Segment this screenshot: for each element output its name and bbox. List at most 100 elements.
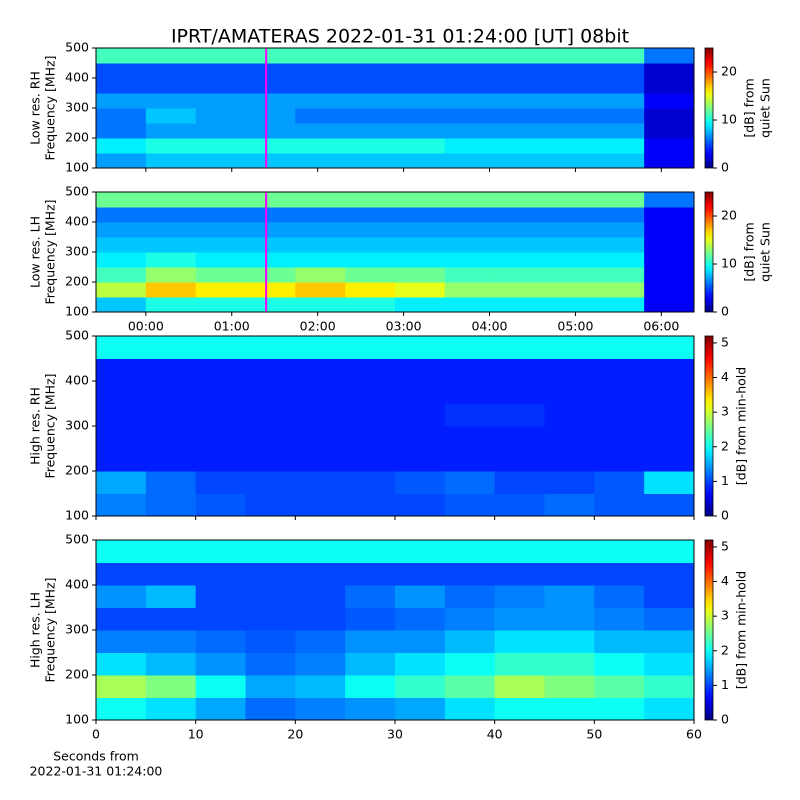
heat-cell: [594, 192, 645, 208]
heat-cell: [644, 403, 695, 427]
colorbar-tick-label: 0: [721, 712, 729, 727]
heat-cell: [195, 297, 246, 313]
heat-cell: [494, 607, 545, 631]
heat-cell: [195, 48, 246, 64]
heat-cell: [345, 78, 396, 94]
heat-cell: [195, 630, 246, 653]
heat-cell: [195, 471, 246, 494]
heat-cell: [145, 222, 197, 238]
heat-cell: [96, 585, 147, 608]
heat-cell: [96, 153, 147, 169]
heat-cell: [395, 153, 446, 169]
heat-cell: [594, 48, 645, 64]
heat-cell: [96, 652, 147, 676]
heat-cell: [96, 207, 147, 223]
x-tick-label: 10: [188, 727, 204, 742]
heat-cell: [594, 403, 645, 427]
heat-cell: [395, 607, 446, 631]
heat-cell: [644, 675, 695, 698]
heat-cell: [195, 540, 246, 563]
y-tick-label: 200: [65, 463, 89, 478]
heat-cell: [444, 426, 496, 449]
heat-cell: [594, 93, 645, 109]
heat-cell: [544, 153, 595, 169]
heat-cell: [145, 358, 197, 382]
heat-cell: [544, 138, 595, 154]
heat-cell: [345, 93, 396, 109]
heat-cell: [145, 192, 197, 208]
heat-cell: [295, 426, 346, 449]
heat-cell: [594, 207, 645, 223]
heat-cell: [494, 63, 545, 79]
heat-cell: [245, 192, 296, 208]
heat-cell: [494, 123, 545, 139]
heat-cell: [444, 403, 496, 427]
colorbar-tick-label: 5: [721, 334, 729, 349]
heat-cell: [544, 267, 595, 283]
heat-cell: [444, 153, 496, 169]
heat-cell: [195, 108, 246, 124]
heat-cell: [544, 471, 595, 494]
heat-cell: [494, 207, 545, 223]
heat-cell: [544, 607, 595, 631]
heat-cell: [295, 607, 346, 631]
heat-cell: [494, 282, 545, 298]
heat-cell: [345, 297, 396, 313]
heat-cell: [644, 471, 695, 494]
heat-cell: [345, 207, 396, 223]
heat-cell: [245, 652, 296, 676]
heat-cell: [494, 448, 545, 472]
heat-cell: [145, 48, 197, 64]
heat-cell: [444, 63, 496, 79]
heat-cell: [145, 252, 197, 268]
heat-cell: [594, 585, 645, 608]
y-axis-label: Low res. RH: [28, 71, 43, 145]
heat-cell: [544, 237, 595, 253]
heat-cell: [345, 153, 396, 169]
heat-cell: [145, 381, 197, 404]
heat-cell: [145, 78, 197, 94]
y-axis-label: Frequency [MHz]: [43, 199, 58, 304]
heat-cell: [444, 336, 496, 359]
heat-cell: [594, 108, 645, 124]
heat-cell: [395, 207, 446, 223]
heat-cell: [145, 237, 197, 253]
heat-cell: [96, 48, 147, 64]
heat-cell: [444, 607, 496, 631]
heat-cell: [494, 697, 545, 721]
heat-cell: [494, 675, 545, 698]
heat-cell: [594, 267, 645, 283]
heat-cell: [245, 63, 296, 79]
heat-cell: [96, 607, 147, 631]
heat-cell: [395, 336, 446, 359]
heat-cell: [96, 267, 147, 283]
heat-cell: [544, 222, 595, 238]
heat-cell: [644, 108, 695, 124]
heat-cell: [494, 630, 545, 653]
heat-cell: [96, 493, 147, 517]
colorbar-tick-label: 1: [721, 677, 729, 692]
y-tick-label: 300: [65, 244, 89, 259]
heat-cell: [345, 63, 396, 79]
heat-cell: [145, 63, 197, 79]
heat-cell: [96, 540, 147, 563]
heat-cell: [544, 108, 595, 124]
heat-cell: [395, 222, 446, 238]
heat-cell: [644, 138, 695, 154]
heat-cell: [494, 93, 545, 109]
heat-cell: [195, 282, 246, 298]
heat-cell: [544, 297, 595, 313]
heat-cell: [494, 297, 545, 313]
heat-cell: [295, 138, 346, 154]
heat-cell: [245, 448, 296, 472]
heat-cell: [145, 675, 197, 698]
heat-cell: [295, 403, 346, 427]
heat-cell: [444, 652, 496, 676]
heat-cell: [96, 192, 147, 208]
heat-cell: [395, 192, 446, 208]
heat-cell: [345, 607, 396, 631]
heat-cell: [195, 192, 246, 208]
heat-cell: [245, 252, 296, 268]
heat-cell: [494, 540, 545, 563]
heat-cell: [395, 267, 446, 283]
